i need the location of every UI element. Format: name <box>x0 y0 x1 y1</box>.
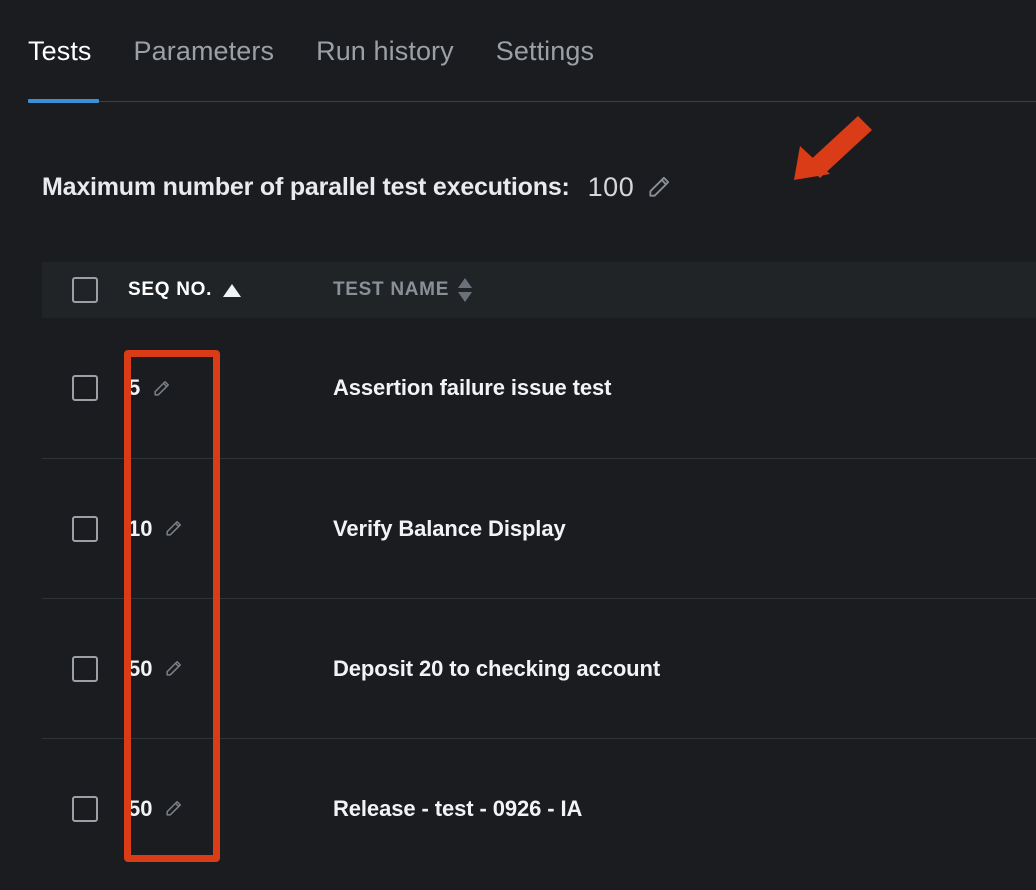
tab-tests[interactable]: Tests <box>28 36 92 66</box>
row-seq-value: 5 <box>128 375 141 400</box>
sort-ascending-icon[interactable] <box>223 283 242 297</box>
header-seq-no-label: SEQ NO. <box>128 279 213 300</box>
row-test-name: Verify Balance Display <box>333 515 566 541</box>
row-name-cell: Assertion failure issue test <box>333 375 1036 401</box>
row-seq-cell: 50 <box>128 655 333 681</box>
row-checkbox-cell <box>42 795 128 822</box>
table-row[interactable]: 5 Assertion failure issue test <box>42 318 1036 458</box>
header-seq-no[interactable]: SEQ NO. <box>128 279 333 301</box>
row-test-name: Release - test - 0926 - IA <box>333 795 583 821</box>
parallel-executions-row: Maximum number of parallel test executio… <box>42 168 672 206</box>
row-seq-cell: 5 <box>128 377 333 399</box>
row-select-checkbox[interactable] <box>72 375 98 401</box>
tab-run-history[interactable]: Run history <box>316 36 454 66</box>
row-test-name: Deposit 20 to checking account <box>333 655 661 681</box>
row-select-checkbox[interactable] <box>72 655 98 682</box>
table-row[interactable]: 50 Deposit 20 to checking account <box>42 598 1036 738</box>
tests-table: SEQ NO. TEST NAME 5 Assertion failu <box>42 262 1036 878</box>
row-test-name: Assertion failure issue test <box>333 375 612 400</box>
tab-settings[interactable]: Settings <box>495 36 595 66</box>
table-row[interactable]: 50 Release - test - 0926 - IA <box>42 738 1036 878</box>
table-row[interactable]: 10 Verify Balance Display <box>42 458 1036 598</box>
select-all-checkbox[interactable] <box>72 277 98 303</box>
table-header-row: SEQ NO. TEST NAME <box>42 262 1036 318</box>
row-name-cell: Deposit 20 to checking account <box>333 656 1036 682</box>
pencil-icon[interactable] <box>164 659 183 678</box>
row-select-checkbox[interactable] <box>72 795 98 822</box>
parallel-executions-value: 100 <box>587 171 635 202</box>
row-seq-cell: 10 <box>128 515 333 541</box>
row-checkbox-cell <box>42 655 128 682</box>
tab-bar: Tests Parameters Run history Settings <box>0 0 1036 103</box>
tab-list: Tests Parameters Run history Settings <box>28 34 636 68</box>
pencil-icon[interactable] <box>164 799 183 818</box>
row-seq-cell: 50 <box>128 795 333 821</box>
row-seq-value: 10 <box>128 515 153 541</box>
tab-bar-divider <box>28 101 1036 102</box>
header-test-name-label: TEST NAME <box>333 279 450 300</box>
pencil-icon[interactable] <box>152 379 171 398</box>
row-checkbox-cell <box>42 375 128 401</box>
header-checkbox-cell <box>42 277 128 303</box>
row-checkbox-cell <box>42 515 128 542</box>
pencil-icon[interactable] <box>164 519 183 538</box>
annotation-arrow-icon <box>794 116 872 180</box>
row-seq-value: 50 <box>128 655 153 681</box>
sort-up-icon <box>458 278 473 288</box>
active-tab-indicator <box>28 99 99 103</box>
header-test-name[interactable]: TEST NAME <box>333 278 1036 302</box>
sort-none-icon[interactable] <box>458 278 473 302</box>
parallel-executions-label: Maximum number of parallel test executio… <box>42 172 570 201</box>
row-name-cell: Verify Balance Display <box>333 516 1036 542</box>
sort-down-icon <box>458 292 473 302</box>
row-select-checkbox[interactable] <box>72 515 98 542</box>
row-name-cell: Release - test - 0926 - IA <box>333 796 1036 822</box>
tab-parameters[interactable]: Parameters <box>133 36 275 66</box>
row-seq-value: 50 <box>128 795 153 821</box>
pencil-icon[interactable] <box>646 174 672 200</box>
